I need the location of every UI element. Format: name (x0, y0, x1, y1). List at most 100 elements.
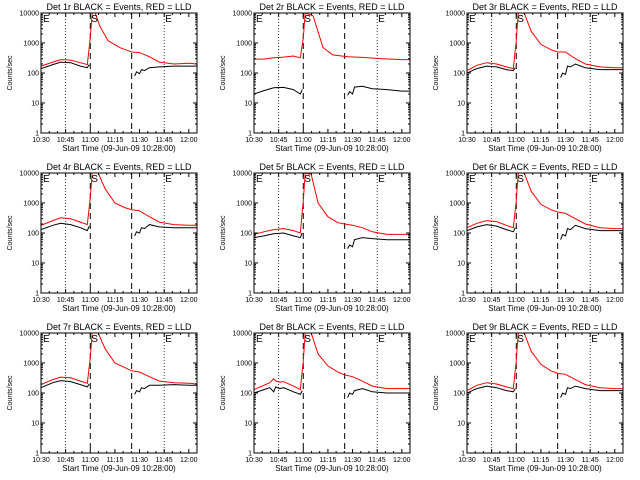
x-tick-label: 11:45 (582, 457, 599, 464)
y-tick-label: 100 (240, 391, 252, 398)
marker-s: S (517, 14, 524, 25)
y-tick-label: 1 (461, 291, 465, 298)
events-series-line (254, 85, 410, 96)
x-tick-label: 12:00 (606, 297, 624, 304)
y-tick-label: 1000 (23, 201, 39, 208)
panel-1: Det 1r BLACK = Events, RED = LLD E S E 10:30… (7, 2, 198, 153)
plot-area (41, 333, 197, 453)
y-axis-label: Counts/sec (220, 215, 227, 251)
x-tick-label: 11:30 (131, 137, 148, 144)
x-axis-label: Start Time (09-Jun-09 10:28:00) (488, 304, 602, 313)
x-tick-label: 11:15 (532, 297, 549, 304)
x-tick-label: 11:00 (295, 457, 312, 464)
lld-series-line (467, 173, 623, 230)
x-axis-label: Start Time (09-Jun-09 10:28:00) (62, 464, 176, 473)
x-tick-label: 11:30 (344, 297, 361, 304)
x-tick-label: 11:15 (106, 457, 123, 464)
y-tick-label: 1 (35, 291, 39, 298)
x-tick-label: 11:15 (106, 137, 123, 144)
x-tick-label: 11:30 (557, 457, 574, 464)
events-series-line (254, 232, 410, 249)
x-tick-label: 11:15 (532, 457, 549, 464)
panel-title: Det 1r BLACK = Events, RED = LLD (46, 2, 192, 12)
events-series-line (467, 224, 623, 240)
plot-area (467, 333, 623, 453)
x-tick-label: 11:45 (582, 297, 599, 304)
x-tick-label: 12:00 (606, 457, 624, 464)
x-tick-label: 10:45 (57, 137, 75, 144)
x-tick-label: 12:00 (393, 137, 411, 144)
x-axis-label: Start Time (09-Jun-09 10:28:00) (62, 144, 176, 153)
marker-e: E (469, 14, 476, 25)
y-tick-label: 10000 (20, 331, 40, 338)
marker-e: E (43, 174, 50, 185)
x-axis-label: Start Time (09-Jun-09 10:28:00) (488, 464, 602, 473)
y-tick-label: 100 (240, 231, 252, 238)
y-tick-label: 10000 (446, 331, 466, 338)
panel-9: Det 9r BLACK = Events, RED = LLD E S E 10:30… (433, 322, 624, 473)
marker-s: S (517, 174, 524, 185)
x-tick-label: 10:45 (270, 297, 288, 304)
marker-e: E (256, 334, 263, 345)
panel-title: Det 8r BLACK = Events, RED = LLD (259, 322, 405, 332)
lld-series-line (254, 13, 410, 61)
y-axis-label: Counts/sec (7, 375, 14, 411)
panel-6: Det 6r BLACK = Events, RED = LLD E S E 10:30… (433, 162, 624, 313)
x-tick-label: 11:15 (106, 297, 123, 304)
marker-e: E (256, 14, 263, 25)
y-tick-label: 10000 (446, 11, 466, 18)
y-tick-label: 100 (453, 391, 465, 398)
x-tick-label: 10:45 (57, 457, 75, 464)
events-series-line (41, 380, 197, 395)
plot-area (41, 13, 197, 133)
y-tick-label: 100 (453, 231, 465, 238)
y-axis-label: Counts/sec (220, 375, 227, 411)
x-axis-label: Start Time (09-Jun-09 10:28:00) (275, 144, 389, 153)
events-series-line (41, 222, 197, 237)
x-tick-label: 10:30 (32, 297, 50, 304)
panel-title: Det 7r BLACK = Events, RED = LLD (46, 322, 192, 332)
events-series-line (467, 385, 623, 398)
y-tick-label: 1 (248, 291, 252, 298)
y-tick-label: 1 (461, 131, 465, 138)
x-tick-label: 10:45 (57, 297, 75, 304)
y-tick-label: 1000 (449, 361, 465, 368)
x-tick-label: 11:30 (131, 457, 148, 464)
x-tick-label: 11:00 (508, 297, 525, 304)
x-tick-label: 12:00 (606, 137, 624, 144)
x-tick-label: 11:45 (369, 457, 386, 464)
x-tick-label: 10:30 (245, 457, 263, 464)
y-tick-label: 10 (31, 101, 39, 108)
y-axis-label: Counts/sec (7, 215, 14, 251)
x-tick-label: 11:30 (344, 137, 361, 144)
x-tick-label: 12:00 (393, 457, 411, 464)
marker-e: E (591, 334, 598, 345)
plot-area (254, 13, 410, 133)
x-tick-label: 11:30 (344, 457, 361, 464)
lld-series-line (467, 13, 623, 72)
events-series-line (41, 61, 197, 77)
x-tick-label: 10:30 (32, 457, 50, 464)
y-tick-label: 100 (453, 71, 465, 78)
y-tick-label: 10000 (233, 331, 253, 338)
x-tick-label: 11:30 (557, 297, 574, 304)
y-tick-label: 100 (27, 391, 39, 398)
x-tick-label: 11:15 (532, 137, 549, 144)
x-axis-label: Start Time (09-Jun-09 10:28:00) (62, 304, 176, 313)
y-tick-label: 100 (27, 231, 39, 238)
marker-e: E (378, 174, 385, 185)
marker-s: S (304, 334, 311, 345)
marker-s: S (91, 14, 98, 25)
y-tick-label: 10 (244, 101, 252, 108)
marker-e: E (469, 174, 476, 185)
plot-area (467, 13, 623, 133)
panel-5: Det 5r BLACK = Events, RED = LLD E S E 10:30… (220, 162, 411, 313)
y-tick-label: 1000 (236, 361, 252, 368)
panel-title: Det 9r BLACK = Events, RED = LLD (472, 322, 618, 332)
panel-title: Det 6r BLACK = Events, RED = LLD (472, 162, 618, 172)
x-tick-label: 10:45 (483, 137, 501, 144)
marker-e: E (378, 334, 385, 345)
x-axis-label: Start Time (09-Jun-09 10:28:00) (488, 144, 602, 153)
panel-title: Det 3r BLACK = Events, RED = LLD (472, 2, 618, 12)
